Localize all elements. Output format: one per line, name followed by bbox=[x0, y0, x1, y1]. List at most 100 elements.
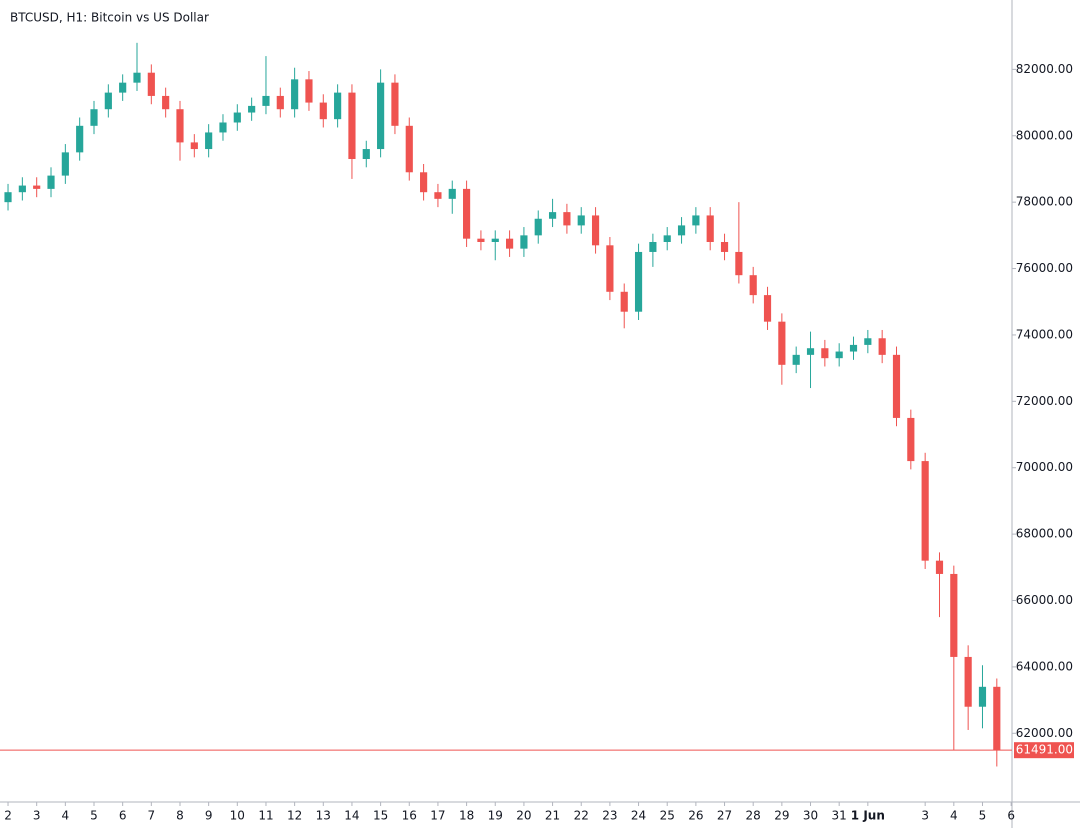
candle-body bbox=[76, 125, 84, 153]
candle-body bbox=[477, 238, 485, 242]
candle-body bbox=[663, 235, 671, 242]
candle-body bbox=[520, 235, 528, 249]
x-tick-label: 1 Jun bbox=[851, 809, 885, 823]
x-tick-label: 3 bbox=[33, 809, 41, 823]
x-tick-label: 21 bbox=[545, 809, 560, 823]
candle-body bbox=[649, 241, 657, 252]
candle-body bbox=[806, 348, 815, 355]
y-tick-label: 68000.00 bbox=[1016, 527, 1073, 541]
last-price-box bbox=[1014, 742, 1074, 759]
x-tick-label: 5 bbox=[90, 809, 98, 823]
candle-body bbox=[119, 82, 127, 93]
x-tick-label: 5 bbox=[979, 809, 987, 823]
candle-body bbox=[677, 225, 686, 236]
x-tick-label: 6 bbox=[1007, 809, 1015, 823]
x-tick-label: 6 bbox=[119, 809, 127, 823]
candle-body bbox=[491, 238, 499, 242]
candle-body bbox=[849, 344, 858, 352]
candle-body bbox=[692, 215, 700, 226]
candle-body bbox=[348, 92, 356, 160]
candle-body bbox=[104, 92, 112, 110]
candle-body bbox=[835, 351, 843, 359]
candle-body bbox=[248, 105, 256, 113]
candle-body bbox=[978, 686, 987, 707]
x-tick-label: 3 bbox=[921, 809, 929, 823]
chart-title: BTCUSD, H1: Bitcoin vs US Dollar bbox=[10, 11, 209, 25]
candle-body bbox=[778, 321, 786, 365]
candle-body bbox=[448, 188, 456, 199]
candle-body bbox=[620, 291, 628, 312]
y-tick-label: 74000.00 bbox=[1016, 327, 1073, 341]
candle-body bbox=[534, 218, 542, 236]
y-tick-label: 66000.00 bbox=[1016, 593, 1073, 607]
candle-body bbox=[319, 102, 327, 120]
x-tick-label: 23 bbox=[602, 809, 617, 823]
candle-body bbox=[591, 215, 600, 246]
candle-body bbox=[577, 215, 585, 226]
x-tick-label: 18 bbox=[459, 809, 474, 823]
candle-body bbox=[334, 92, 342, 120]
candle-body bbox=[176, 109, 184, 143]
x-tick-label: 20 bbox=[516, 809, 531, 823]
candle-body bbox=[190, 142, 198, 150]
candle-body bbox=[405, 125, 413, 173]
candle-body bbox=[47, 175, 55, 189]
candle-body bbox=[133, 72, 141, 83]
y-tick-label: 76000.00 bbox=[1016, 261, 1073, 275]
x-tick-label: 2 bbox=[4, 809, 12, 823]
candle-body bbox=[262, 95, 270, 106]
x-tick-label: 19 bbox=[488, 809, 503, 823]
candle-body bbox=[291, 79, 299, 110]
y-tick-label: 82000.00 bbox=[1016, 62, 1073, 76]
candle-body bbox=[463, 188, 471, 239]
candle-body bbox=[305, 79, 313, 103]
candle-body bbox=[606, 245, 614, 292]
y-tick-label: 78000.00 bbox=[1016, 195, 1073, 209]
x-tick-label: 14 bbox=[344, 809, 359, 823]
x-tick-label: 4 bbox=[62, 809, 70, 823]
candle-body bbox=[907, 417, 915, 462]
candle-body bbox=[362, 149, 370, 160]
candle-body bbox=[33, 185, 41, 189]
x-tick-label: 9 bbox=[205, 809, 213, 823]
y-tick-label: 64000.00 bbox=[1016, 659, 1073, 673]
x-tick-label: 22 bbox=[574, 809, 589, 823]
x-tick-label: 26 bbox=[688, 809, 703, 823]
x-tick-label: 11 bbox=[258, 809, 273, 823]
candle-body bbox=[892, 354, 901, 418]
candle-body bbox=[90, 109, 98, 126]
candle-body bbox=[950, 573, 958, 657]
candle-body bbox=[147, 72, 155, 96]
candle-body bbox=[921, 461, 929, 561]
x-tick-label: 30 bbox=[803, 809, 818, 823]
candle-body bbox=[276, 95, 284, 110]
x-tick-label: 27 bbox=[717, 809, 732, 823]
x-tick-label: 4 bbox=[950, 809, 958, 823]
candle-body bbox=[162, 95, 170, 110]
candle-body bbox=[506, 238, 514, 249]
x-tick-label: 15 bbox=[373, 809, 388, 823]
y-tick-label: 72000.00 bbox=[1016, 394, 1073, 408]
candle-body bbox=[233, 112, 241, 123]
candle-body bbox=[964, 656, 972, 707]
x-tick-label: 25 bbox=[660, 809, 675, 823]
x-tick-label: 12 bbox=[287, 809, 302, 823]
candle-body bbox=[219, 122, 227, 133]
x-tick-label: 16 bbox=[402, 809, 417, 823]
candle-body bbox=[548, 212, 557, 219]
x-tick-label: 17 bbox=[430, 809, 445, 823]
candle-body bbox=[993, 686, 1001, 751]
x-tick-label: 7 bbox=[148, 809, 156, 823]
candle-body bbox=[735, 251, 743, 276]
candle-body bbox=[61, 152, 69, 176]
candle-body bbox=[935, 560, 944, 574]
candle-body bbox=[821, 348, 829, 359]
x-tick-label: 29 bbox=[774, 809, 789, 823]
candle-body bbox=[749, 275, 757, 296]
candle-body bbox=[864, 338, 872, 345]
candle-body bbox=[420, 172, 428, 193]
candle-body bbox=[878, 338, 886, 355]
y-tick-label: 62000.00 bbox=[1016, 726, 1073, 740]
